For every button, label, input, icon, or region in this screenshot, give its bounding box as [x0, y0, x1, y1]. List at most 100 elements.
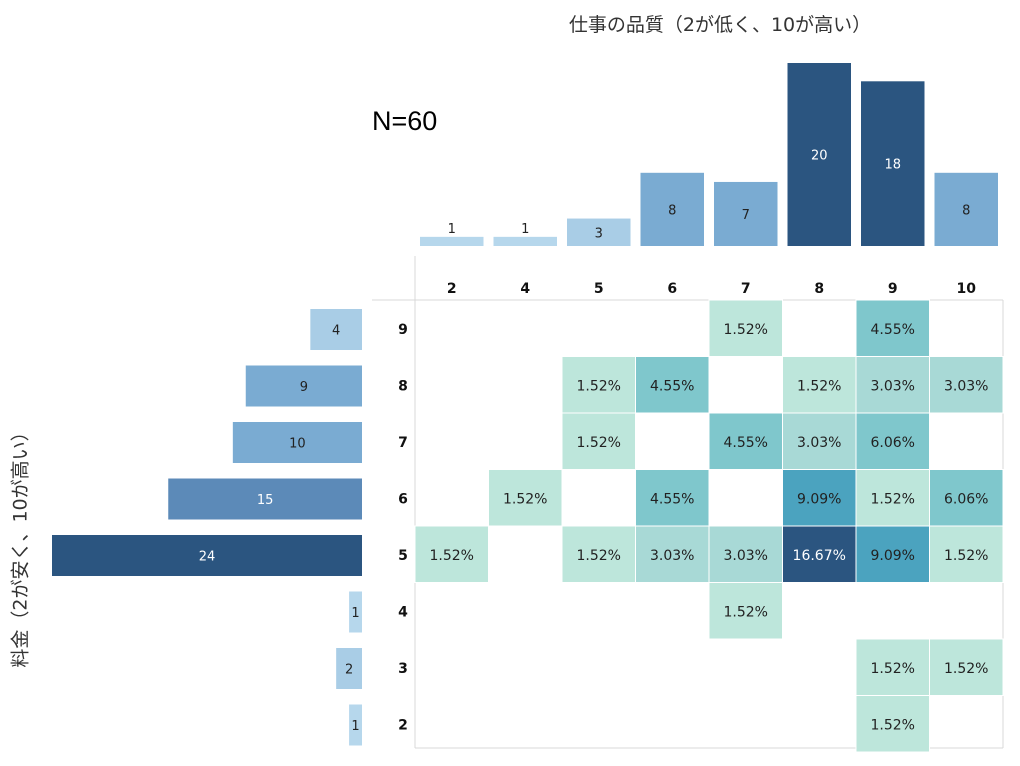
heatmap-cell: [708, 412, 783, 470]
heatmap-cell-label: 4.55%: [724, 435, 768, 451]
left-bar-label: 24: [199, 550, 216, 565]
left-bar-label: 4: [332, 324, 340, 339]
left-bar-label: 9: [300, 380, 308, 395]
heatmap-cell-label: 1.52%: [871, 492, 915, 508]
row-header: 9: [398, 322, 408, 338]
heatmap-cell-label: 4.55%: [871, 322, 915, 338]
x-axis-title: 仕事の品質（2が低く、10が高い）: [568, 14, 872, 36]
heatmap-cell: [414, 525, 489, 583]
heatmap-cell: [929, 356, 1004, 414]
left-bar: [310, 309, 362, 350]
row-header: 6: [398, 492, 408, 508]
heatmap-cell-label: 1.52%: [577, 435, 621, 451]
heatmap-cell-label: 3.03%: [650, 548, 694, 564]
top-bar: [714, 181, 778, 246]
row-header: 5: [398, 548, 408, 564]
heatmap-cell-label: 1.52%: [577, 548, 621, 564]
top-bar: [640, 172, 704, 246]
top-bar: [493, 236, 557, 246]
heatmap-cell: [855, 469, 930, 527]
row-header: 8: [398, 379, 408, 395]
column-header: 7: [741, 281, 751, 297]
heatmap-cell: [855, 356, 930, 414]
heatmap-cell-label: 9.09%: [871, 548, 915, 564]
heatmap-cell: [855, 525, 930, 583]
left-bar-label: 1: [351, 719, 359, 734]
row-header: 3: [398, 661, 408, 677]
top-bar-label: 8: [962, 203, 970, 218]
heatmap-cell: [782, 525, 857, 583]
heatmap-cell-label: 4.55%: [650, 379, 694, 395]
heatmap-cell: [708, 582, 783, 640]
heatmap-cell-label: 3.03%: [797, 435, 841, 451]
column-header: 2: [447, 281, 457, 297]
column-header: 4: [520, 281, 530, 297]
heatmap-cell-label: 1.52%: [871, 661, 915, 677]
column-header: 10: [957, 281, 977, 297]
column-header: 9: [888, 281, 898, 297]
heatmap-cell-label: 6.06%: [871, 435, 915, 451]
left-bar: [52, 535, 362, 576]
heatmap-cell: [488, 469, 563, 527]
heatmap-cell: [929, 525, 1004, 583]
heatmap-cell-label: 3.03%: [944, 379, 988, 395]
left-bar: [349, 591, 362, 633]
top-bar-label: 3: [595, 226, 603, 241]
heatmap-cell-label: 1.52%: [430, 548, 474, 564]
row-header: 7: [398, 435, 408, 451]
top-bar: [787, 63, 851, 246]
left-bar: [245, 365, 362, 407]
sample-size-label: N=60: [372, 106, 438, 136]
top-bar: [567, 218, 631, 246]
heatmap-cell-label: 6.06%: [944, 492, 988, 508]
heatmap-cell-label: 1.52%: [724, 322, 768, 338]
heatmap-cell-label: 1.52%: [503, 492, 547, 508]
heatmap-cell: [855, 299, 930, 357]
left-bar: [336, 648, 362, 689]
column-header: 5: [594, 281, 604, 297]
heatmap-cell: [929, 469, 1004, 527]
heatmap-cell: [855, 638, 930, 696]
heatmap-cell-label: 1.52%: [577, 379, 621, 395]
heatmap-cell: [561, 525, 636, 583]
row-header: 2: [398, 718, 408, 734]
top-bar-label: 1: [448, 222, 456, 237]
heatmap-cell: [855, 412, 930, 470]
heatmap-cell-label: 1.52%: [944, 548, 988, 564]
heatmap-cell-label: 3.03%: [724, 548, 768, 564]
top-bar: [420, 236, 484, 246]
heatmap-cell-label: 1.52%: [871, 718, 915, 734]
heatmap-cell-label: 3.03%: [871, 379, 915, 395]
heatmap-cell: [635, 525, 710, 583]
left-bar-label: 10: [289, 437, 306, 452]
heatmap-cell: [635, 356, 710, 414]
heatmap-cell: [782, 469, 857, 527]
left-bar-label: 2: [345, 663, 353, 678]
heatmap-cell-label: 1.52%: [724, 605, 768, 621]
heatmap-cell: [782, 412, 857, 470]
left-bar-label: 1: [351, 606, 359, 621]
left-bar: [232, 422, 362, 463]
heatmap-cell-label: 4.55%: [650, 492, 694, 508]
heatmap-cell: [561, 412, 636, 470]
column-header: 8: [814, 281, 824, 297]
column-header: 6: [667, 281, 677, 297]
top-bar-label: 1: [521, 222, 529, 237]
heatmap-cell-label: 1.52%: [797, 379, 841, 395]
left-bar-label: 15: [257, 493, 274, 508]
heatmap-cell: [782, 356, 857, 414]
top-bar: [861, 81, 925, 246]
left-bar: [168, 478, 362, 520]
heatmap-cell-label: 16.67%: [793, 548, 846, 564]
top-bar-label: 8: [668, 203, 676, 218]
heatmap-cell: [708, 299, 783, 357]
row-header: 4: [398, 605, 408, 621]
top-bar-label: 18: [884, 158, 901, 173]
left-bar: [349, 704, 362, 746]
top-bar-label: 20: [811, 149, 828, 164]
top-bar: [934, 172, 998, 246]
top-bar-label: 7: [742, 208, 750, 223]
heatmap-cell: [929, 638, 1004, 696]
heatmap-cell-label: 9.09%: [797, 492, 841, 508]
